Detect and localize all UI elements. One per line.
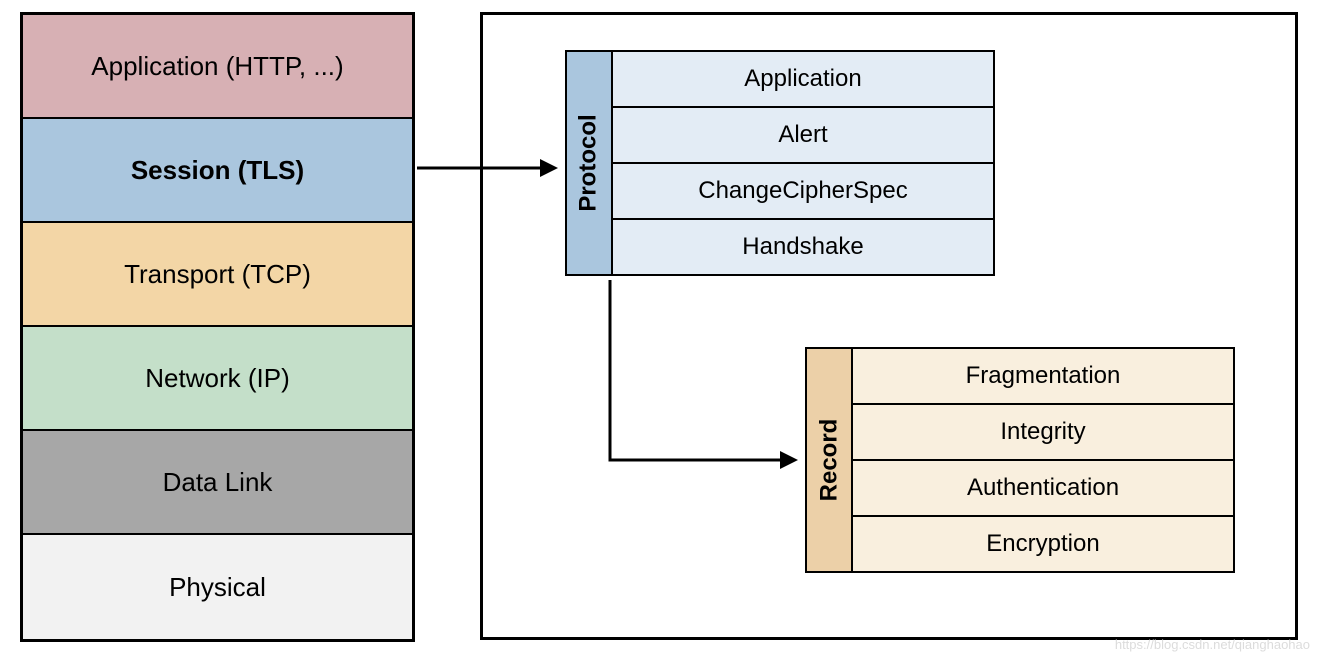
protocol-header-label: Protocol xyxy=(575,114,603,211)
right-panel: Protocol ApplicationAlertChangeCipherSpe… xyxy=(480,12,1298,640)
protocol-header: Protocol xyxy=(565,50,613,276)
record-row-3: Encryption xyxy=(853,515,1235,573)
record-rows: FragmentationIntegrityAuthenticationEncr… xyxy=(853,347,1235,573)
protocol-row-1: Alert xyxy=(613,106,995,164)
record-row-0: Fragmentation xyxy=(853,347,1235,405)
protocol-block: Protocol ApplicationAlertChangeCipherSpe… xyxy=(565,50,995,276)
osi-layer-1: Session (TLS) xyxy=(23,119,412,223)
protocol-rows: ApplicationAlertChangeCipherSpecHandshak… xyxy=(613,50,995,276)
record-row-2: Authentication xyxy=(853,459,1235,517)
osi-layer-3: Network (IP) xyxy=(23,327,412,431)
record-block: Record FragmentationIntegrityAuthenticat… xyxy=(805,347,1235,573)
osi-layer-5: Physical xyxy=(23,535,412,639)
record-row-1: Integrity xyxy=(853,403,1235,461)
record-header: Record xyxy=(805,347,853,573)
protocol-row-3: Handshake xyxy=(613,218,995,276)
osi-stack: Application (HTTP, ...)Session (TLS)Tran… xyxy=(20,12,415,642)
osi-layer-4: Data Link xyxy=(23,431,412,535)
record-header-label: Record xyxy=(815,419,843,502)
protocol-row-0: Application xyxy=(613,50,995,108)
protocol-row-2: ChangeCipherSpec xyxy=(613,162,995,220)
osi-layer-0: Application (HTTP, ...) xyxy=(23,15,412,119)
watermark: https://blog.csdn.net/qianghaohao xyxy=(1115,637,1310,652)
osi-layer-2: Transport (TCP) xyxy=(23,223,412,327)
